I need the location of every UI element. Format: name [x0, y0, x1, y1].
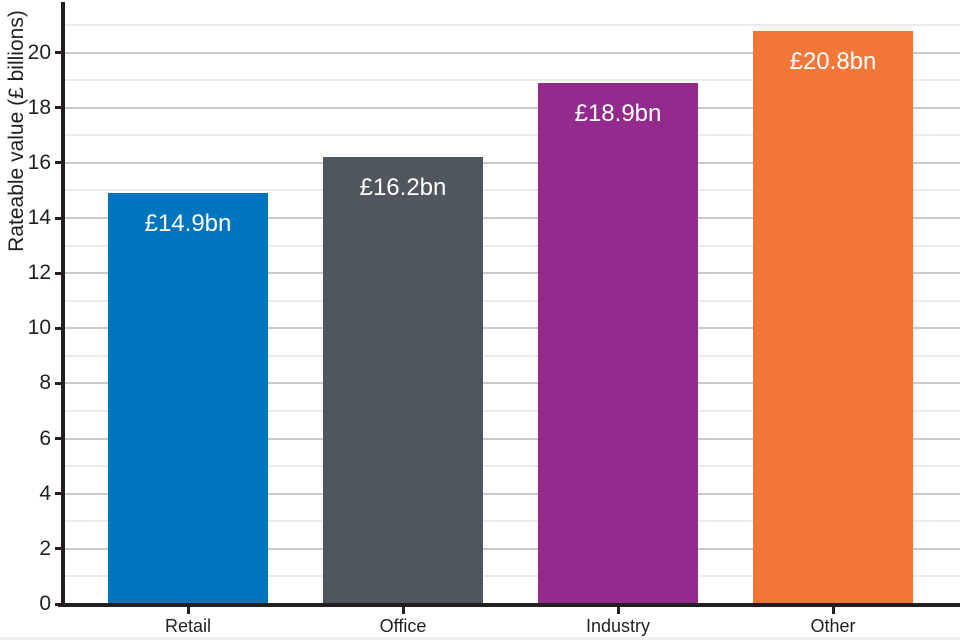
y-tick-label: 20	[27, 40, 51, 64]
x-tick-mark	[401, 605, 405, 614]
x-tick-mark	[186, 605, 190, 614]
y-tick-label: 18	[27, 95, 51, 119]
gridline-major	[65, 492, 960, 495]
y-tick-label: 16	[27, 150, 51, 174]
gridline-major	[65, 547, 960, 550]
gridline-minor	[65, 520, 960, 523]
y-tick-mark	[55, 437, 61, 441]
gridline-minor	[65, 299, 960, 302]
y-tick-label: 10	[27, 316, 51, 340]
y-tick-mark	[55, 161, 61, 165]
bar-retail	[108, 193, 268, 605]
gridline-major	[65, 327, 960, 330]
y-tick-label: 12	[27, 261, 51, 285]
y-axis-line	[61, 2, 65, 607]
x-axis-label-other: Other	[810, 616, 856, 636]
y-tick-label: 14	[27, 206, 51, 230]
bar-value-label: £16.2bn	[359, 174, 447, 202]
gridline-minor	[65, 134, 960, 137]
gridline-minor	[65, 354, 960, 357]
gridline-major	[65, 382, 960, 385]
gridline-minor	[65, 575, 960, 578]
bar-value-label: £20.8bn	[789, 47, 877, 75]
y-tick-mark	[55, 106, 61, 110]
y-tick-label: 6	[39, 426, 51, 450]
bar-value-label: £18.9bn	[574, 99, 662, 127]
y-tick-mark	[55, 51, 61, 55]
x-axis-line	[58, 603, 960, 607]
bar-industry	[538, 82, 698, 605]
gridline-minor	[65, 189, 960, 192]
y-tick-mark	[55, 326, 61, 330]
gridline-major	[65, 51, 960, 54]
gridline-minor	[65, 410, 960, 413]
gridline-major	[65, 272, 960, 275]
x-axis-label-office: Office	[379, 616, 427, 636]
bar-other	[753, 30, 913, 605]
gridline-minor	[65, 244, 960, 247]
gridline-minor	[65, 465, 960, 468]
x-axis-label-retail: Retail	[164, 616, 212, 636]
y-tick-mark	[55, 492, 61, 496]
y-tick-mark	[55, 381, 61, 385]
y-tick-label: 8	[39, 371, 51, 395]
y-tick-mark	[55, 271, 61, 275]
gridline-major	[65, 437, 960, 440]
y-tick-label: 0	[39, 592, 51, 615]
y-tick-mark	[55, 547, 61, 551]
gridline-minor	[65, 24, 960, 27]
bar-value-label: £14.9bn	[144, 210, 232, 238]
bar-office	[323, 157, 483, 605]
y-tick-label: 2	[39, 536, 51, 560]
x-tick-mark	[831, 605, 835, 614]
page-bottom-edge	[0, 637, 960, 640]
y-tick-label: 4	[39, 481, 51, 505]
gridline-minor	[65, 79, 960, 82]
gridline-major	[65, 217, 960, 220]
gridline-major	[65, 161, 960, 164]
gridline-major	[65, 106, 960, 109]
y-tick-mark	[55, 216, 61, 220]
x-tick-mark	[616, 605, 620, 614]
x-axis-label-industry: Industry	[585, 616, 651, 636]
